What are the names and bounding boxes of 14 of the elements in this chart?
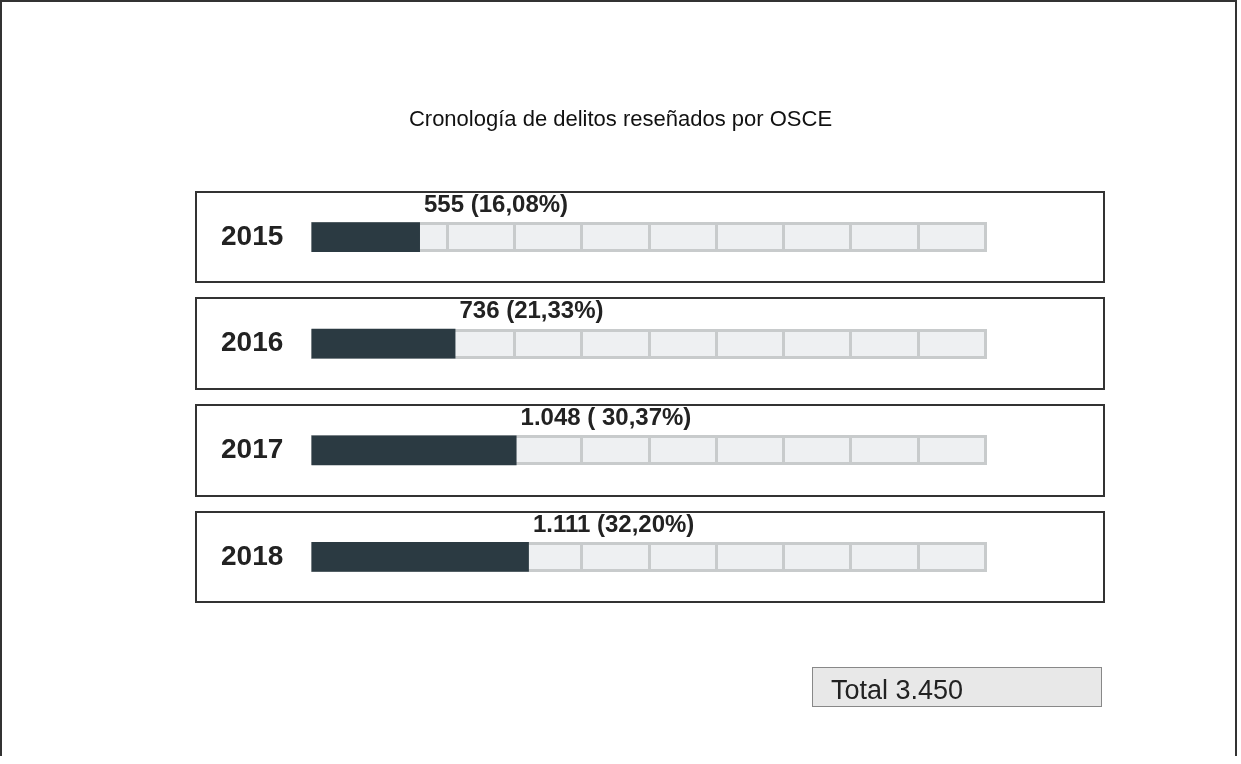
bar <box>311 222 420 253</box>
y-tick-label: 2015 <box>220 219 284 251</box>
data-label: 555 (16,08%) <box>423 189 569 217</box>
text: Total 3.450 <box>812 667 1102 707</box>
y-tick-label: 2018 <box>220 539 284 571</box>
data-label: 736 (21,33%) <box>459 296 604 324</box>
bar <box>311 541 529 572</box>
data-label: 1.048 ( 30,37%) <box>520 402 692 430</box>
y-tick-label: 2016 <box>220 326 284 358</box>
bar <box>311 435 517 466</box>
text: Cronología de delitos reseñados por OSCE <box>407 106 834 132</box>
y-tick-label: 2017 <box>220 433 284 465</box>
data-label: 1.111 (32,20%) <box>532 509 695 537</box>
bar <box>311 328 456 359</box>
